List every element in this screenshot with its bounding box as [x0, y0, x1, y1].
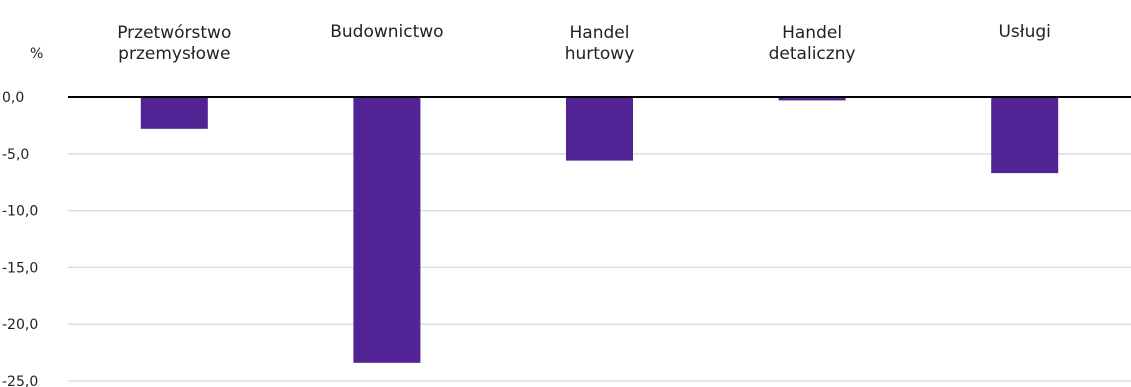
- bars: [140, 97, 1059, 363]
- y-tick-label: -5,0: [2, 147, 29, 163]
- category-label-line: Handel: [570, 23, 630, 43]
- category-label-line: przemysłowe: [118, 44, 230, 64]
- category-labels: Przetwórstwo przemysłowe Budownictwo Handel…: [117, 22, 1051, 64]
- bar: [353, 97, 421, 363]
- y-tick-label: -25,0: [2, 374, 38, 387]
- y-tick-label: -20,0: [2, 317, 38, 333]
- category-label-line: Budownictwo: [330, 22, 443, 42]
- category-label: Handel detaliczny: [769, 23, 856, 64]
- category-label-line: Przetwórstwo: [117, 23, 231, 43]
- y-tick-label: -15,0: [2, 260, 38, 276]
- bar: [566, 97, 633, 161]
- category-label: Usługi: [998, 22, 1050, 42]
- bar: [778, 97, 846, 101]
- gridlines: [68, 153, 1131, 382]
- category-label: Budownictwo: [330, 22, 443, 42]
- y-unit-label: %: [30, 46, 43, 62]
- category-label-line: hurtowy: [565, 44, 635, 64]
- y-tick-label: 0,0: [2, 90, 24, 106]
- category-label: Handel hurtowy: [565, 23, 635, 64]
- category-label: Przetwórstwo przemysłowe: [117, 23, 231, 64]
- y-tick-labels: 0,0 -5,0 -10,0 -15,0 -20,0 -25,0: [2, 90, 38, 387]
- bar: [140, 97, 208, 129]
- bar: [991, 97, 1059, 174]
- category-label-line: Handel: [782, 23, 842, 43]
- category-label-line: Usługi: [998, 22, 1050, 42]
- category-label-line: detaliczny: [769, 44, 856, 64]
- y-tick-label: -10,0: [2, 204, 38, 220]
